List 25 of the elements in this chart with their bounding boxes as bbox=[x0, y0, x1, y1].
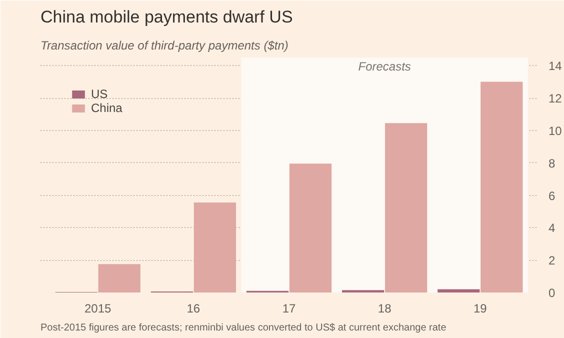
y-tick-label: 12 bbox=[548, 92, 562, 106]
bar bbox=[385, 123, 428, 292]
text: Post-2015 figures are forecasts; renminbi values converted to US$ at current exchange rate bbox=[40, 322, 447, 334]
legend-label: China bbox=[91, 101, 122, 115]
y-tick-label: 0 bbox=[548, 286, 556, 300]
bar bbox=[98, 264, 140, 292]
y-tick-label: 6 bbox=[548, 188, 556, 203]
x-tick-label: 19 bbox=[473, 302, 488, 316]
band-label: Forecasts bbox=[358, 60, 411, 74]
y-tick-label: 10 bbox=[548, 124, 562, 138]
chart-title: China mobile payments dwarf US bbox=[40, 8, 293, 26]
y-tick-label: 4 bbox=[548, 221, 556, 236]
y-tick-label: 8 bbox=[548, 156, 556, 170]
bar bbox=[480, 82, 523, 292]
x-tick-label: 16 bbox=[186, 302, 200, 316]
x-tick-label: 17 bbox=[282, 302, 296, 316]
y-tick-label: 2 bbox=[548, 254, 556, 268]
chart-subtitle: Transaction value of third-party payments ($tn) bbox=[40, 38, 288, 52]
bar bbox=[194, 202, 236, 292]
x-tick-label: 18 bbox=[378, 302, 392, 316]
bar bbox=[289, 164, 332, 292]
legend-label: US bbox=[91, 87, 109, 101]
y-tick-label: 14 bbox=[548, 59, 562, 74]
x-tick-label: 2015 bbox=[84, 302, 112, 316]
bar bbox=[438, 289, 480, 292]
